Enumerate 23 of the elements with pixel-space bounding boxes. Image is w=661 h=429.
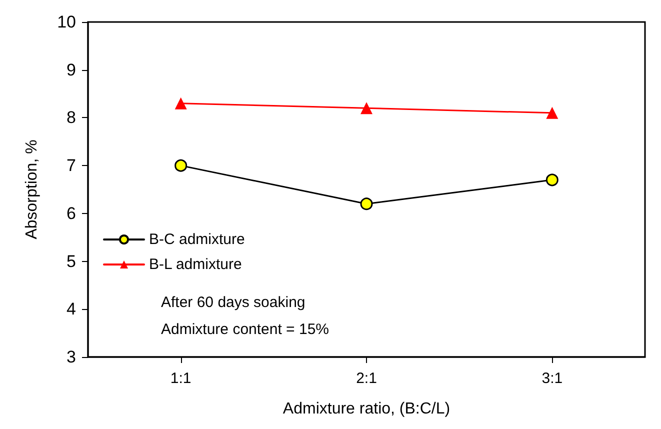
point [546, 174, 558, 186]
annotation: After 60 days soaking [161, 294, 306, 311]
annotation: Admixture content = 15% [161, 321, 330, 338]
y-tick-label: 6 [66, 204, 76, 223]
y-tick-label: 10 [57, 12, 76, 32]
point [546, 106, 558, 119]
y-tick-label: 5 [66, 252, 76, 271]
y-tick-label: 9 [66, 60, 76, 80]
y-tick-label: 3 [66, 348, 76, 366]
point [360, 198, 373, 210]
x-axis-title: Admixture ratio, (B:C/L) [282, 400, 450, 418]
point [360, 102, 372, 114]
x-tick-label: 3:1 [542, 370, 563, 387]
x-tick-label: 1:1 [170, 370, 192, 387]
y-tick-label: 7 [66, 156, 76, 176]
y-axis-title: Absorption, % [24, 140, 40, 240]
point [174, 159, 188, 172]
y-tick-label: 4 [66, 300, 76, 319]
y-tick-label: 8 [66, 108, 76, 128]
x-tick-label: 2:1 [356, 370, 377, 387]
legend-label: B-L admixture [149, 256, 242, 273]
legend-label: B-C admixture [149, 231, 245, 248]
point [174, 97, 187, 110]
